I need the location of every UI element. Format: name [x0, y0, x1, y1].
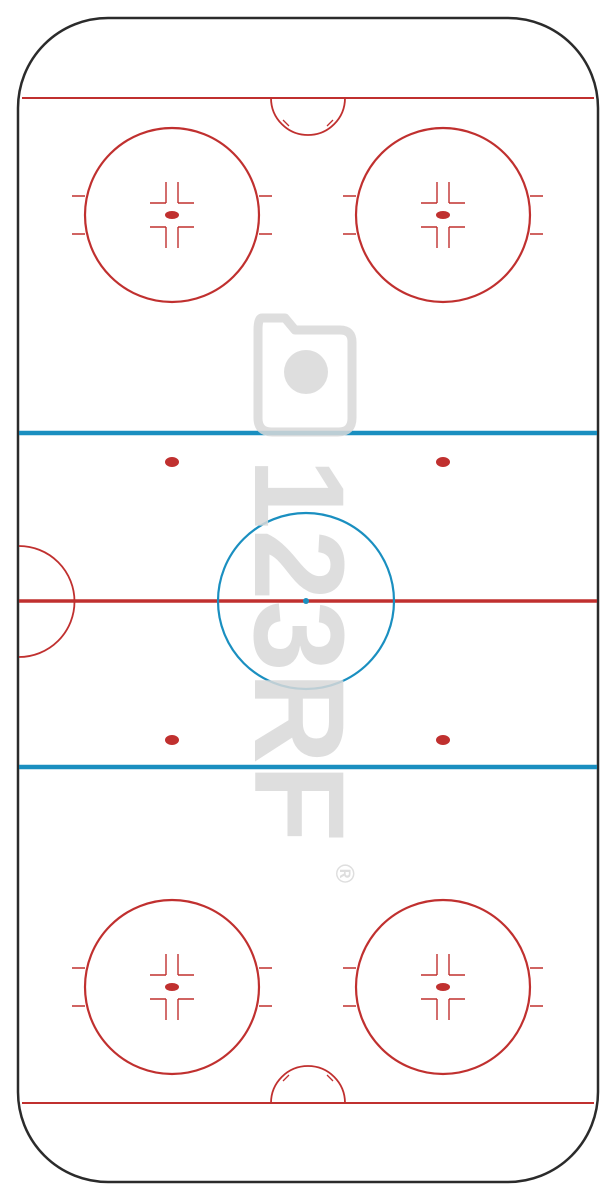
faceoff-circle-bottom-right [343, 898, 543, 1076]
neutral-dot-top-left [165, 457, 179, 467]
neutral-dot-bottom-left [165, 735, 179, 745]
bottom-goal-crease [270, 1065, 346, 1104]
neutral-dot-top-right [436, 457, 450, 467]
bottom-crease-marks [282, 1074, 334, 1082]
camera-logo-icon [253, 313, 357, 437]
top-goal-crease [270, 97, 346, 136]
faceoff-circle-bottom-left [72, 898, 272, 1076]
top-crease-marks [282, 119, 334, 127]
faceoff-circle-top-right [343, 126, 543, 304]
watermark-text: 123RF [227, 458, 370, 842]
watermark-registered-mark: ® [330, 864, 360, 883]
faceoff-circle-top-left [72, 126, 272, 304]
watermark: 123RF ® [227, 313, 370, 883]
neutral-dot-bottom-right [436, 735, 450, 745]
center-faceoff-circle [216, 511, 396, 691]
center-faceoff-spot [303, 598, 309, 604]
